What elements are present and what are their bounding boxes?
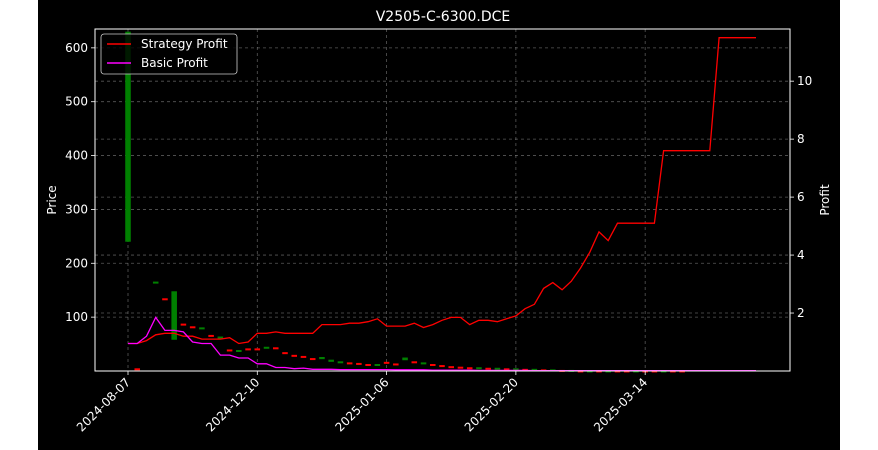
candle-down — [208, 334, 214, 337]
candle-down — [448, 366, 455, 369]
candle-down — [226, 349, 233, 352]
candle-up — [263, 346, 270, 349]
x-tick-label: 2025-03-14 — [591, 375, 650, 434]
candle-down — [411, 361, 418, 364]
legend-label-basic-profit: Basic Profit — [141, 56, 208, 70]
chart-svg: V2505-C-6300.DCE 100 200 300 400 500 600 2 4 6 8… — [45, 9, 832, 434]
candle-down — [466, 367, 473, 370]
right-tick-label: 8 — [797, 132, 805, 146]
x-tick-label: 2024-12-10 — [203, 375, 262, 434]
plot-frame — [94, 28, 791, 372]
candle-down — [291, 354, 298, 357]
candle-down — [439, 365, 445, 368]
candle-down — [346, 362, 353, 365]
x-tick-label: 2025-01-06 — [332, 375, 391, 434]
left-tick-label: 400 — [65, 149, 88, 163]
right-tick-label: 2 — [797, 306, 805, 320]
candle-up — [236, 349, 242, 352]
candle-down — [189, 326, 196, 329]
candle-up — [171, 291, 177, 340]
legend: Strategy Profit Basic Profit — [100, 33, 238, 75]
left-tick-label: 300 — [65, 202, 88, 216]
candle-up — [374, 363, 381, 366]
y-axis-label-left: Price — [45, 185, 59, 214]
right-axis-ticks: 2 4 6 8 10 — [790, 74, 812, 320]
candle-down — [300, 355, 307, 358]
candle-down — [180, 323, 187, 326]
candle-down — [162, 298, 168, 301]
left-tick-label: 500 — [65, 95, 88, 109]
left-axis-ticks: 100 200 300 400 500 600 — [65, 41, 95, 324]
candle-up — [125, 31, 131, 242]
candle-up — [319, 356, 325, 360]
x-tick-label: 2024-08-07 — [74, 375, 133, 434]
candle-up — [494, 367, 501, 370]
candle-up — [531, 368, 538, 371]
line-series — [128, 37, 756, 372]
candle-down — [485, 367, 491, 370]
candle-down — [503, 368, 510, 371]
candle-down — [245, 348, 251, 351]
right-tick-label: 4 — [797, 248, 805, 262]
candle-up — [420, 362, 427, 365]
candle-up — [199, 327, 205, 330]
candle-down — [457, 366, 464, 369]
candle-down — [282, 352, 288, 355]
candle-up — [152, 281, 159, 284]
candle-up — [476, 367, 482, 370]
candle-down — [254, 348, 261, 351]
candle-down — [134, 368, 141, 371]
left-tick-label: 600 — [65, 41, 88, 55]
candle-down — [383, 361, 390, 364]
candlestick-series — [125, 31, 685, 373]
legend-label-strategy-profit: Strategy Profit — [141, 37, 228, 51]
right-tick-label: 6 — [797, 190, 805, 204]
right-tick-label: 10 — [797, 74, 812, 88]
series-line-basic-profit — [128, 316, 756, 372]
candle-up — [513, 368, 519, 371]
legend-box — [100, 33, 238, 75]
candle-down — [272, 347, 279, 350]
candle-down — [356, 362, 362, 365]
left-tick-label: 200 — [65, 256, 88, 270]
candle-down — [393, 363, 399, 366]
chart-title: V2505-C-6300.DCE — [376, 9, 511, 25]
candle-down — [309, 358, 316, 361]
chart-figure: V2505-C-6300.DCE 100 200 300 400 500 600 2 4 6 8… — [38, 0, 840, 450]
left-tick-label: 100 — [65, 310, 88, 324]
candle-down — [429, 363, 436, 366]
candle-down — [365, 363, 371, 366]
series-line-strategy-profit — [128, 37, 756, 345]
y-axis-label-right: Profit — [818, 184, 832, 216]
x-tick-label: 2025-02-20 — [462, 375, 521, 434]
candle-up — [402, 357, 408, 361]
candle-up — [328, 359, 334, 362]
candle-up — [337, 361, 344, 364]
x-axis-ticks: 2024-08-07 2024-12-10 2025-01-06 2025-02-20… — [74, 371, 650, 434]
candle-up — [217, 336, 224, 339]
